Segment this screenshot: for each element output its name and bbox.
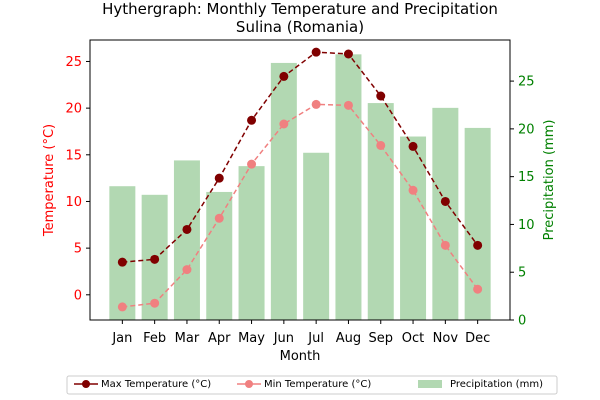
left-y-tick-label: 20 xyxy=(65,102,82,117)
precip-bar xyxy=(173,160,200,320)
legend-max-marker xyxy=(82,380,90,388)
x-tick-label: Jun xyxy=(273,331,294,346)
precipitation-bars xyxy=(109,54,491,321)
x-tick-label: Apr xyxy=(208,331,231,346)
x-tick-label: Sep xyxy=(368,331,393,346)
legend: Max Temperature (°C) Min Temperature (°C… xyxy=(66,375,558,395)
left-y-axis: 0 5 10 15 20 25 xyxy=(65,55,90,303)
x-tick-label: Oct xyxy=(402,331,424,346)
legend-item-precip: Precipitation (mm) xyxy=(418,379,543,390)
x-tick-label: Feb xyxy=(143,331,166,346)
precip-bar xyxy=(400,136,427,320)
x-tick-label: Mar xyxy=(175,331,200,346)
left-y-tick-label: 10 xyxy=(65,195,82,210)
x-tick-label: May xyxy=(238,331,265,346)
right-y-axis-label: Precipitation (mm) xyxy=(542,120,557,241)
left-y-tick-label: 15 xyxy=(65,148,82,163)
precip-bar xyxy=(335,54,362,320)
right-y-tick-label: 15 xyxy=(518,170,535,185)
x-tick-label: Jul xyxy=(307,331,324,346)
legend-min-label: Min Temperature (°C) xyxy=(264,379,371,390)
precip-bar xyxy=(238,166,265,320)
min-temp-point xyxy=(473,284,483,294)
x-tick-label: Jan xyxy=(111,331,132,346)
max-temp-point xyxy=(182,224,192,234)
precip-bar xyxy=(206,191,233,320)
temperature-lines xyxy=(117,47,483,312)
precip-bar xyxy=(367,103,394,320)
min-temp-point xyxy=(408,185,418,195)
plot-frame xyxy=(89,39,511,321)
min-temp-point xyxy=(247,159,257,169)
chart-title: Hythergraph: Monthly Temperature and Pre… xyxy=(102,0,498,18)
legend-item-max-temp: Max Temperature (°C) xyxy=(74,379,211,390)
legend-item-min-temp: Min Temperature (°C) xyxy=(237,379,371,390)
max-temp-point xyxy=(279,71,289,81)
chart-subtitle: Sulina (Romania) xyxy=(236,18,364,36)
x-tick-label: Aug xyxy=(336,331,361,346)
min-temp-point xyxy=(440,240,450,250)
left-y-tick-label: 0 xyxy=(74,288,82,303)
min-temp-point xyxy=(311,99,321,109)
x-tick-label: Dec xyxy=(465,331,490,346)
legend-min-marker xyxy=(245,380,253,388)
left-y-tick-label: 5 xyxy=(74,242,82,257)
min-temp-point xyxy=(343,100,353,110)
max-temp-point xyxy=(117,257,127,267)
min-temp-point xyxy=(150,298,160,308)
legend-precip-label: Precipitation (mm) xyxy=(450,379,543,390)
x-axis-label: Month xyxy=(280,349,321,364)
max-temp-point xyxy=(311,47,321,57)
max-temp-point xyxy=(440,196,450,206)
left-y-axis-label: Temperature (°C) xyxy=(42,124,57,237)
max-temp-point xyxy=(408,141,418,151)
right-y-tick-label: 10 xyxy=(518,218,535,233)
right-y-axis: 0 5 10 15 20 25 xyxy=(510,75,535,329)
right-y-tick-label: 0 xyxy=(518,314,526,329)
x-tick-label: Nov xyxy=(433,331,459,346)
max-temp-point xyxy=(376,91,386,101)
max-temp-point xyxy=(150,254,160,264)
precip-bar xyxy=(270,62,297,321)
x-axis: Jan Feb Mar Apr May Jun Jul Aug Sep Oct Nov Dec xyxy=(111,320,490,346)
max-temp-point xyxy=(473,240,483,250)
right-y-tick-label: 20 xyxy=(518,122,535,137)
min-temp-point xyxy=(376,140,386,150)
max-temp-point xyxy=(247,115,257,125)
precip-bar xyxy=(109,186,136,320)
legend-precip-swatch xyxy=(418,380,442,388)
right-y-tick-label: 25 xyxy=(518,75,535,90)
left-y-tick-label: 25 xyxy=(65,55,82,70)
right-y-tick-label: 5 xyxy=(518,266,526,281)
min-temp-point xyxy=(182,265,192,275)
min-temp-point xyxy=(117,302,127,312)
max-temp-point xyxy=(214,173,224,183)
legend-max-label: Max Temperature (°C) xyxy=(101,379,211,390)
min-temp-line xyxy=(122,103,479,308)
precip-bar xyxy=(303,152,330,320)
min-temp-point xyxy=(214,213,224,223)
max-temp-point xyxy=(343,49,353,59)
min-temp-point xyxy=(279,119,289,129)
